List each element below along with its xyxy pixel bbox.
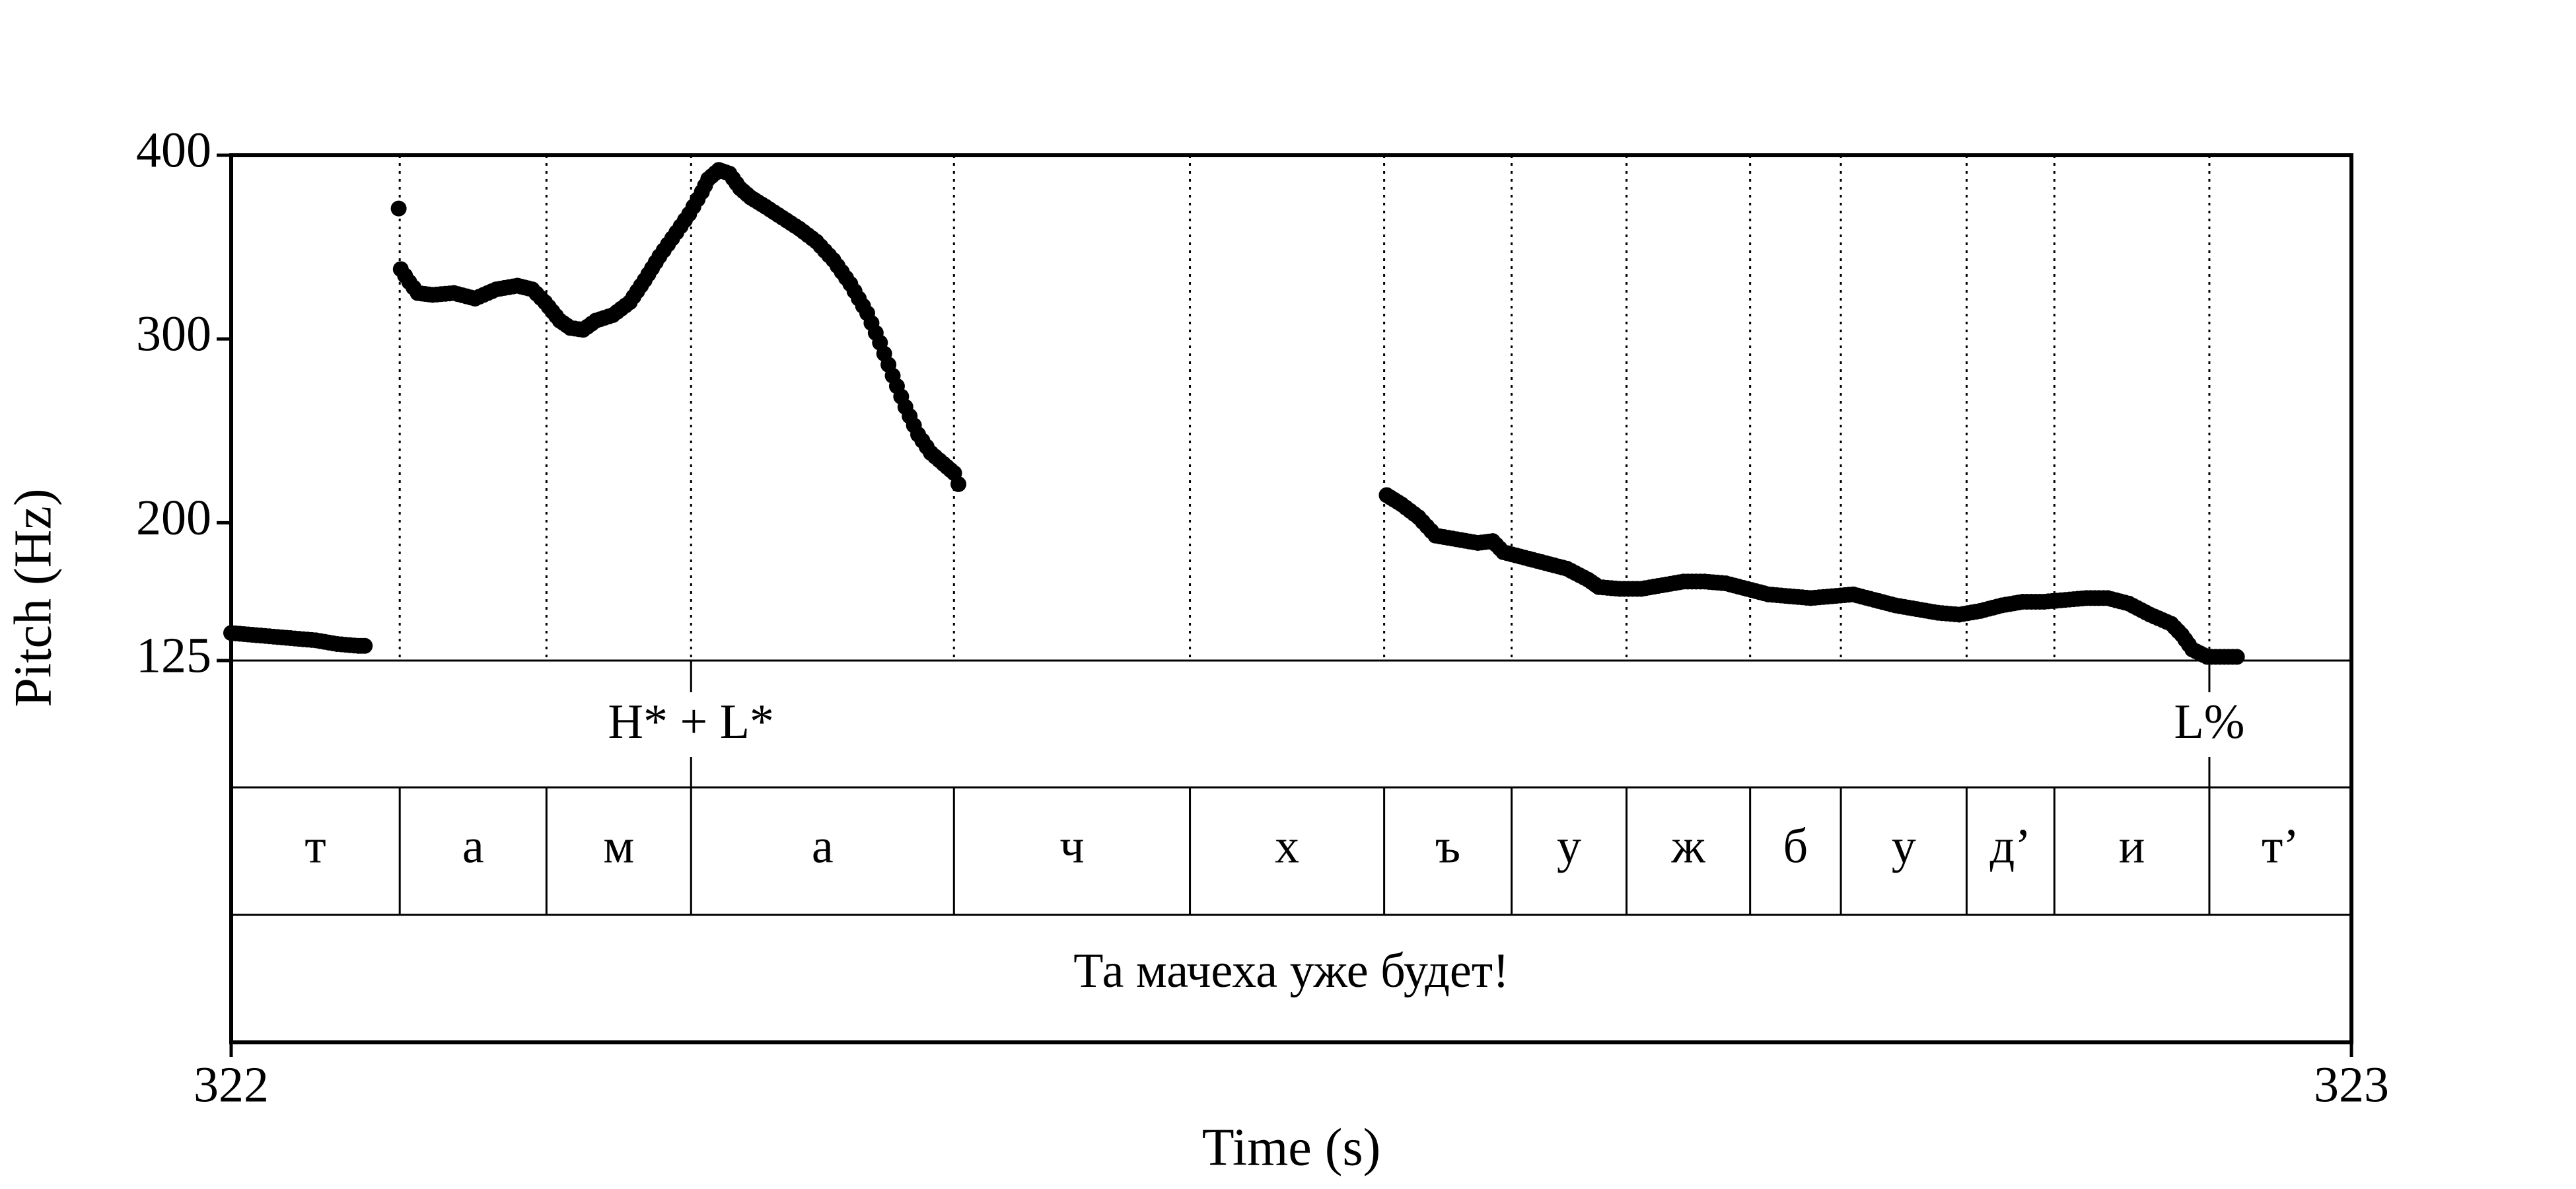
pitch-point xyxy=(390,200,407,217)
segment-label: б xyxy=(1783,819,1808,873)
tone-tier: H* + L* L% xyxy=(608,661,2245,787)
y-tick-label: 125 xyxy=(136,628,211,683)
y-tick-label: 300 xyxy=(136,306,211,362)
pitch-points xyxy=(223,162,2245,665)
segment-label: а xyxy=(812,819,834,873)
plot-border xyxy=(229,153,2353,1044)
segment-label: ж xyxy=(1671,819,1706,873)
segment-tier: т а м а ч х ъ у ж б у д’ и т’ xyxy=(304,819,2299,873)
x-axis: 322 323 xyxy=(194,1042,2389,1112)
tone-label: H* + L* xyxy=(608,695,774,749)
pitch-point xyxy=(2229,649,2245,665)
y-axis: 125 200 300 400 xyxy=(136,122,231,683)
segment-label: и xyxy=(2119,819,2145,873)
tier-lines xyxy=(231,659,2351,916)
pitch-point xyxy=(950,476,967,492)
segment-label: м xyxy=(603,819,634,873)
segment-label: ъ xyxy=(1435,819,1460,873)
segment-label: у xyxy=(1892,819,1916,873)
segment-label: т xyxy=(304,819,326,873)
sentence-tier: Та мачеха уже будет! xyxy=(1073,944,1509,998)
segment-label: ч xyxy=(1059,819,1084,873)
y-tick-label: 200 xyxy=(136,490,211,546)
segment-label: т’ xyxy=(2262,819,2299,873)
y-tick-label: 400 xyxy=(136,122,211,178)
pitch-point xyxy=(357,637,373,654)
y-axis-label: Pitch (Hz) xyxy=(4,488,62,707)
x-axis-label: Time (s) xyxy=(1202,1118,1380,1176)
segment-boundaries xyxy=(398,155,2211,915)
x-tick-label: 323 xyxy=(2314,1057,2389,1112)
x-tick-label: 322 xyxy=(194,1057,269,1112)
segment-label: х xyxy=(1275,819,1299,873)
tone-label: L% xyxy=(2174,695,2245,749)
segment-label: а xyxy=(462,819,484,873)
plot-frame xyxy=(229,153,2353,1044)
segment-label: у xyxy=(1557,819,1581,873)
segment-label: д’ xyxy=(1990,819,2031,873)
sentence-label: Та мачеха уже будет! xyxy=(1073,944,1509,998)
